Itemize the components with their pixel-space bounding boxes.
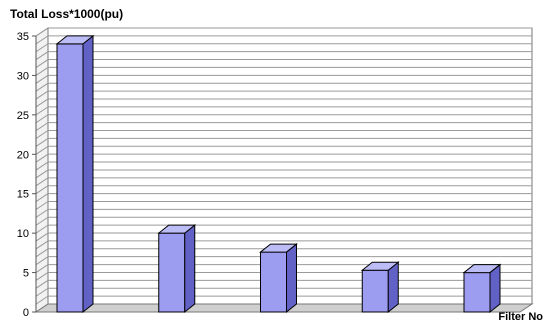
bar-top <box>55 35 95 45</box>
gridline-side <box>35 272 49 281</box>
bar <box>463 272 491 313</box>
chart-title: Total Loss*1000(pu) <box>10 7 124 21</box>
x-axis-label: Filter No <box>498 311 543 323</box>
bar-top <box>259 243 298 253</box>
gridline-side <box>35 90 49 100</box>
gridline-side <box>35 130 49 139</box>
gridline-side <box>35 279 49 289</box>
gridline-side <box>35 232 49 242</box>
gridline-side <box>35 114 49 124</box>
bar-side <box>286 243 297 314</box>
gridline-side <box>35 51 49 61</box>
bar-top <box>157 224 197 234</box>
bar <box>260 251 287 313</box>
y-tick-label: 20 <box>17 149 29 161</box>
gridline-side <box>35 161 49 171</box>
gridline-side <box>35 224 49 234</box>
gridline-side <box>35 240 49 250</box>
gridline-side <box>35 74 49 84</box>
gridline-side <box>35 208 49 218</box>
bar-side <box>184 224 196 314</box>
gridline-side <box>35 287 49 297</box>
y-tick-label: 10 <box>17 228 29 240</box>
bar <box>56 43 84 313</box>
side-wall <box>35 27 49 313</box>
gridline-side <box>35 35 49 45</box>
gridline-side <box>35 177 49 187</box>
gridline-side <box>35 43 49 53</box>
bar-top <box>462 264 502 274</box>
y-tick-label: 15 <box>17 189 29 201</box>
gridline-side <box>35 169 49 179</box>
gridline-side <box>35 145 49 155</box>
gridline-side <box>35 27 49 37</box>
y-tick-label: 0 <box>23 307 29 319</box>
gridline-side <box>35 82 49 92</box>
gridline-side <box>35 98 49 108</box>
y-tick-label: 30 <box>17 70 29 82</box>
gridline-side <box>35 295 49 305</box>
y-tick-label: 35 <box>17 31 29 43</box>
bar-side <box>82 34 94 314</box>
bar-top <box>360 261 400 271</box>
gridline-side <box>35 106 49 116</box>
gridline-side <box>35 67 49 76</box>
y-tick-label: 25 <box>17 110 29 122</box>
gridline-side <box>35 256 49 266</box>
gridline-side <box>35 248 49 258</box>
gridline-side <box>35 122 49 132</box>
gridline-side <box>35 216 49 226</box>
gridline-side <box>35 193 49 203</box>
gridline-side <box>35 264 49 273</box>
bar <box>158 232 186 313</box>
gridline-side <box>35 59 49 68</box>
gridline-side <box>35 153 49 163</box>
gridline-side <box>35 185 49 195</box>
bar-side <box>387 261 399 314</box>
bar <box>361 269 389 313</box>
y-tick-label: 5 <box>23 268 29 280</box>
gridline-side <box>35 201 49 210</box>
gridline-side <box>35 137 49 147</box>
